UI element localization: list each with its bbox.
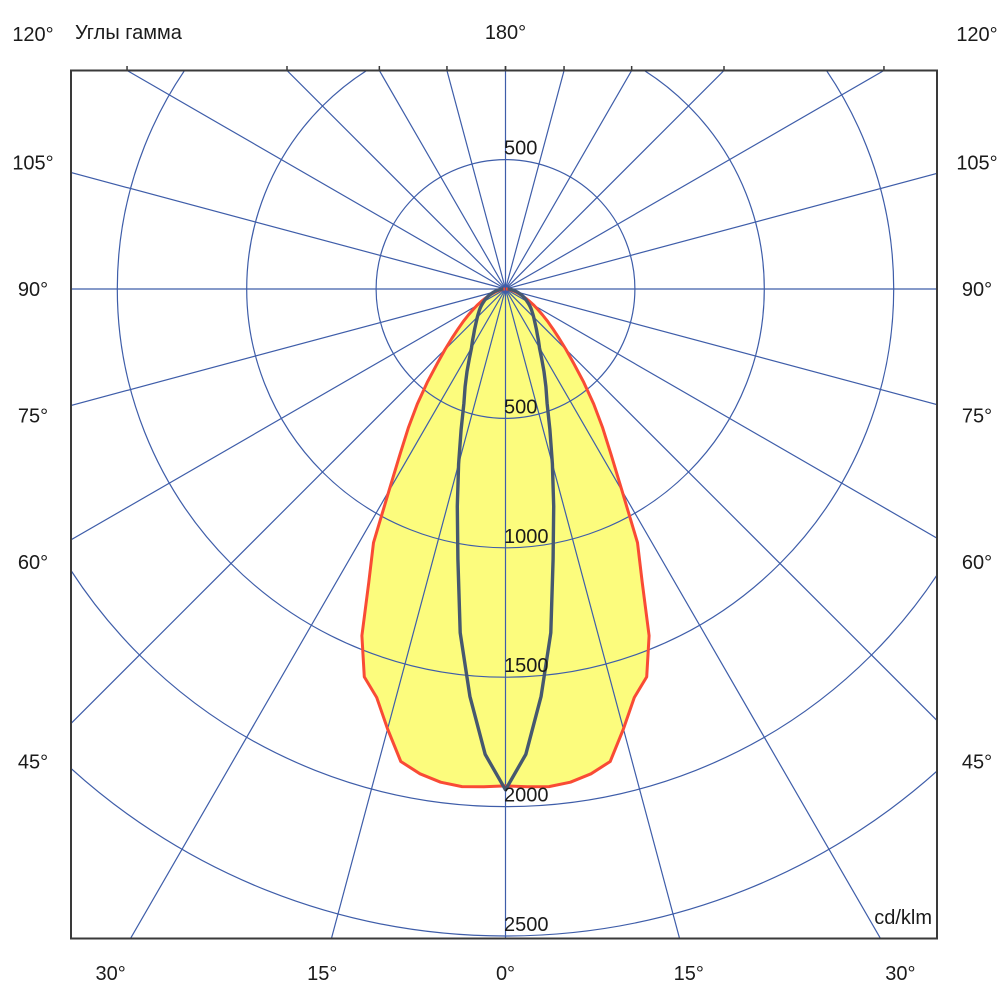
gamma-label-bottom: 15°	[307, 963, 337, 985]
grid-ray	[504, 288, 681, 939]
gamma-label-bottom: 30°	[885, 963, 915, 985]
gamma-label-right: 45°	[962, 752, 992, 774]
gamma-label-left: 105°	[12, 152, 53, 174]
ring-label: 500	[504, 396, 537, 418]
gamma-label-left: 90°	[18, 279, 48, 301]
grid-ray	[505, 70, 725, 290]
ring-labels: 500 500 1000 1500 2000 2500	[504, 138, 549, 936]
grid-ray	[505, 172, 937, 290]
ring-label: 2500	[504, 914, 549, 936]
grid-ray	[505, 70, 886, 290]
grid-ray	[505, 288, 937, 722]
gamma-label-left: 45°	[18, 752, 48, 774]
gamma-label-left: 120°	[12, 24, 53, 46]
grid-ray	[129, 288, 507, 939]
ring-label: 2000	[504, 785, 549, 807]
gamma-label-bottom: 0°	[496, 963, 515, 985]
frame-group	[70, 66, 938, 940]
grid-ray	[504, 288, 882, 939]
grid-ray	[71, 288, 506, 541]
ring-label-top: 500	[504, 138, 537, 160]
gamma-label-right: 90°	[962, 279, 992, 301]
grid-ray	[378, 70, 507, 290]
grid-ray	[71, 171, 506, 290]
grid-ray	[71, 288, 506, 725]
curve-c0-plane	[360, 287, 651, 789]
grid-ray	[71, 288, 506, 407]
plot-frame	[70, 69, 938, 940]
gamma-label-180: 180°	[484, 22, 527, 44]
gamma-label-bottom: 30°	[95, 963, 125, 985]
curve-c90-plane	[455, 287, 556, 792]
ring-label: 1000	[504, 526, 549, 548]
diagram-title: Углы гамма	[75, 22, 182, 44]
grid-ray	[504, 70, 633, 290]
ring-label: 1500	[504, 655, 549, 677]
unit-label: cd/klm	[874, 907, 932, 929]
gamma-label-right: 75°	[962, 406, 992, 428]
gamma-label-right: 120°	[956, 24, 997, 46]
grid-ray	[505, 288, 937, 539]
gamma-label-right: 105°	[956, 152, 997, 174]
gamma-label-left: 60°	[18, 552, 48, 574]
gamma-label-right: 60°	[962, 552, 992, 574]
gamma-bottom-labels: 30° 15° 0° 15° 30°	[95, 963, 915, 985]
grid-ray	[446, 70, 507, 290]
grid-ray	[504, 70, 565, 290]
grid-ray	[125, 70, 506, 290]
grid-ray	[286, 70, 506, 290]
gamma-label-left: 75°	[18, 406, 48, 428]
gamma-label-bottom: 15°	[674, 963, 704, 985]
grid-ray	[330, 288, 507, 939]
grid-ray	[505, 288, 937, 406]
gamma-side-labels: 120° 120° 105° 105° 90° 90° 75° 75° 60° 60° 45° 45°	[12, 24, 997, 774]
